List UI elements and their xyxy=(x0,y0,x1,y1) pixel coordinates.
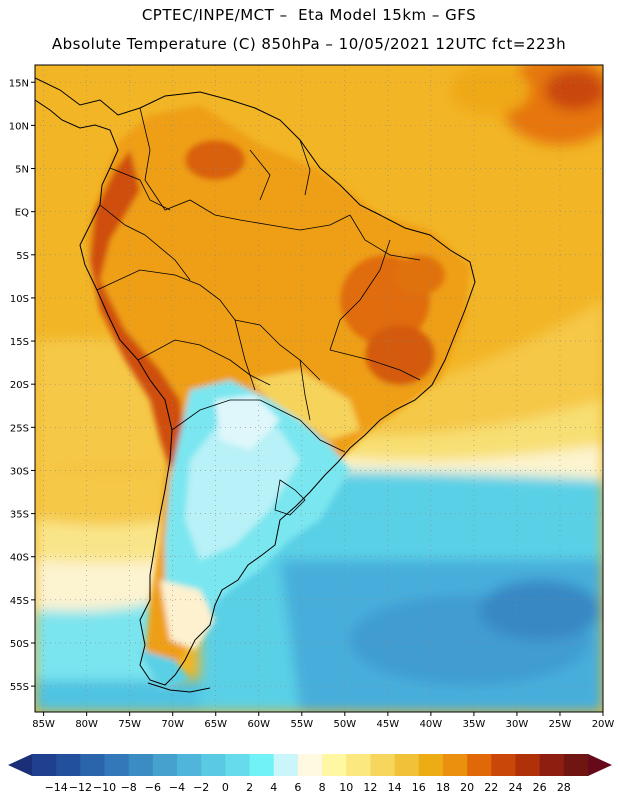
colorbar-swatch xyxy=(32,754,57,776)
lon-tick-label: 35W xyxy=(463,719,486,730)
colorbar-label: 0 xyxy=(222,781,229,794)
colorbar-swatch xyxy=(128,754,154,776)
colorbar-swatch xyxy=(273,754,299,776)
colorbar-label: 18 xyxy=(436,781,450,794)
colorbar-swatch xyxy=(394,754,420,776)
temperature-field xyxy=(35,65,603,712)
colorbar-label: −14 xyxy=(45,781,68,794)
latitude-labels: 15N 10N 5N EQ 5S 10S 15S 20S 25S 30S 35S 40S 45S 50S 5… xyxy=(9,78,35,693)
lon-tick-label: 85W xyxy=(32,719,55,730)
colorbar-arrow-low xyxy=(8,754,32,776)
colorbar-swatch xyxy=(225,754,251,776)
map-title-line-2: Absolute Temperature (C) 850hPa – 10/05/… xyxy=(51,35,567,53)
colorbar-label: 8 xyxy=(319,781,326,794)
colorbar-swatch xyxy=(539,754,565,776)
colorbar-label: 28 xyxy=(557,781,571,794)
lat-tick-label: 25S xyxy=(10,423,29,434)
colorbar-label: 26 xyxy=(533,781,547,794)
colorbar-swatch xyxy=(104,754,130,776)
lat-tick-label: 35S xyxy=(10,510,29,521)
colorbar-swatch xyxy=(177,754,202,776)
colorbar-swatch xyxy=(563,754,589,776)
lon-tick-label: 45W xyxy=(377,719,400,730)
lon-tick-label: 30W xyxy=(506,719,529,730)
lon-tick-label: 75W xyxy=(118,719,141,730)
map-title-line-1: CPTEC/INPE/MCT – Eta Model 15km – GFS xyxy=(141,6,477,24)
colorbar-swatch xyxy=(322,754,347,776)
colorbar-swatch xyxy=(467,754,492,776)
lon-tick-label: 40W xyxy=(420,719,443,730)
country-borders xyxy=(96,107,421,516)
colorbar-swatch xyxy=(442,754,468,776)
lat-tick-label: 50S xyxy=(10,639,29,650)
colorbar-label: −6 xyxy=(145,781,161,794)
lon-tick-label: 70W xyxy=(161,719,184,730)
colorbar-swatch xyxy=(515,754,541,776)
colorbar-label: −8 xyxy=(121,781,137,794)
lat-tick-label: 30S xyxy=(10,466,29,477)
lon-tick-label: 65W xyxy=(204,719,227,730)
lat-tick-label: 15N xyxy=(9,78,29,89)
colorbar-swatch xyxy=(56,754,81,776)
lon-tick-label: 80W xyxy=(75,719,98,730)
map-frame xyxy=(34,64,604,713)
lon-tick-label: 60W xyxy=(247,719,270,730)
colorbar-swatch xyxy=(201,754,226,776)
colorbar-label: 12 xyxy=(363,781,377,794)
lon-tick-label: 20W xyxy=(592,719,615,730)
colorbar-label: 6 xyxy=(294,781,301,794)
colorbar-label: 4 xyxy=(270,781,277,794)
colorbar-label: 16 xyxy=(412,781,426,794)
lat-tick-label: 5N xyxy=(15,165,29,176)
colorbar-labels: −14 −12 −10 −8 −6 −4 −2 0 2 4 6 8 10 12 14 16 18 20 22 24 26… xyxy=(45,781,571,794)
colorbar-label: 2 xyxy=(246,781,253,794)
lon-tick-label: 55W xyxy=(290,719,313,730)
colorbar-label: 14 xyxy=(388,781,402,794)
colorbar-swatch xyxy=(80,754,106,776)
colorbar-swatch xyxy=(152,754,178,776)
colorbar-swatch xyxy=(491,754,516,776)
coastlines xyxy=(35,77,476,693)
colorbar-label: 22 xyxy=(484,781,498,794)
lon-tick-label: 25W xyxy=(549,719,572,730)
colorbar-label: 10 xyxy=(339,781,353,794)
lat-tick-label: 15S xyxy=(10,337,29,348)
colorbar-swatch xyxy=(297,754,323,776)
colorbar-arrow-high xyxy=(588,754,612,776)
colorbar-swatch xyxy=(346,754,371,776)
lat-tick-label: 55S xyxy=(10,682,29,693)
colorbar-label: −12 xyxy=(69,781,92,794)
longitude-labels: 85W 80W 75W 70W 65W 60W 55W 50W 45W 40W 35W 30W 25W 2… xyxy=(32,712,614,730)
colorbar-label: 20 xyxy=(460,781,474,794)
lat-tick-label: 20S xyxy=(10,380,29,391)
colorbar-label: −10 xyxy=(93,781,116,794)
lat-tick-label: 10N xyxy=(9,121,29,132)
lat-tick-label: 45S xyxy=(10,596,29,607)
colorbar: −14 −12 −10 −8 −6 −4 −2 0 2 4 6 8 10 12 14 16 18 20 22 24 26… xyxy=(8,754,612,794)
colorbar-label: 24 xyxy=(508,781,522,794)
lat-tick-label: 5S xyxy=(16,251,29,262)
colorbar-swatch xyxy=(370,754,396,776)
lat-tick-label: EQ xyxy=(15,208,29,219)
colorbar-swatch xyxy=(249,754,275,776)
lat-tick-label: 10S xyxy=(10,294,29,305)
colorbar-swatch xyxy=(418,754,444,776)
temperature-map: 15N 10N 5N EQ 5S 10S 15S 20S 25S 30S 35S 40S 45S 50S 5… xyxy=(9,64,614,730)
lon-tick-label: 50W xyxy=(334,719,357,730)
colorbar-label: −4 xyxy=(169,781,185,794)
colorbar-label: −2 xyxy=(193,781,209,794)
lat-tick-label: 40S xyxy=(10,553,29,564)
